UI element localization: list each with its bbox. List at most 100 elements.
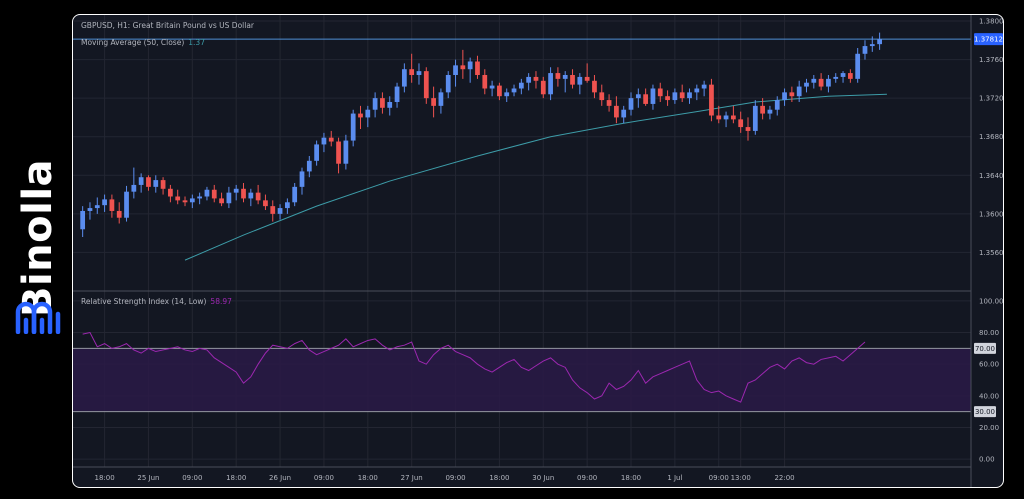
candle-body: [847, 73, 853, 79]
candle-body: [548, 73, 553, 95]
candle-body: [555, 73, 561, 79]
candle-body: [614, 105, 619, 118]
rsi-legend-value: 58.97: [210, 297, 232, 306]
price-tick-label: 1.37600: [979, 56, 1003, 64]
x-tick-label: 13:00: [731, 474, 751, 482]
candle-body: [263, 200, 268, 207]
candle-body: [562, 75, 568, 79]
candle-body: [124, 191, 129, 218]
candle-body: [811, 78, 817, 83]
x-tick-label: 09:00: [314, 474, 334, 482]
moving-average-line: [184, 93, 887, 261]
candle-body: [804, 82, 809, 87]
x-tick-label: 18:00: [489, 474, 509, 482]
candle-body: [497, 85, 502, 97]
rsi-tick-label: 80.00: [979, 329, 999, 337]
candle-body: [394, 86, 400, 102]
candle-body: [80, 210, 86, 230]
x-tick-label: 25 Jun: [137, 474, 159, 482]
current-price-label: 1.37812: [974, 36, 1003, 44]
candle-body: [292, 186, 298, 203]
candle-body: [197, 196, 203, 199]
x-tick-label: 18:00: [358, 474, 378, 482]
candle-body: [131, 184, 137, 192]
candle-body: [584, 76, 590, 81]
candle-body: [650, 88, 656, 104]
candle-body: [241, 188, 246, 199]
candle-body: [189, 198, 195, 203]
rsi-legend: Relative Strength Index (14, Low) 58.97: [81, 297, 232, 306]
candle-body: [577, 76, 583, 85]
candle-body: [511, 88, 517, 93]
candle-body: [818, 78, 824, 87]
candle-body: [138, 177, 144, 185]
candle-body: [877, 39, 882, 45]
candle-body: [358, 113, 363, 118]
candle-body: [116, 210, 122, 218]
rsi-legend-label: Relative Strength Index (14, Low): [81, 297, 207, 306]
x-tick-label: 26 Jun: [269, 474, 291, 482]
candle-body: [336, 141, 341, 164]
candle-body: [731, 115, 736, 120]
price-tick-label: 1.36400: [979, 172, 1003, 180]
candle-body: [328, 137, 334, 142]
candle-body: [489, 85, 495, 89]
candle-body: [840, 73, 846, 77]
x-tick-label: 09:00: [182, 474, 202, 482]
candle-body: [204, 189, 210, 197]
rsi-tick-label: 60.00: [979, 361, 999, 369]
rsi-upper-label: 70.00: [975, 345, 995, 353]
rsi-tick-label: 40.00: [979, 392, 999, 400]
candle-body: [716, 115, 722, 120]
candle-body: [365, 109, 371, 118]
candle-body: [657, 88, 663, 97]
candle-body: [621, 109, 627, 118]
x-tick-label: 09:00: [577, 474, 597, 482]
candle-body: [168, 188, 173, 197]
rsi-tick-label: 100.00: [979, 297, 1003, 305]
candle-body: [350, 113, 356, 141]
candle-body: [599, 92, 605, 101]
x-tick-label: 09:00: [709, 474, 729, 482]
candle-body: [672, 92, 678, 101]
candle-body: [109, 199, 115, 211]
x-tick-label: 09:00: [445, 474, 465, 482]
candle-body: [526, 76, 532, 83]
candle-body: [606, 100, 612, 106]
candle-body: [182, 200, 188, 203]
candle-body: [233, 188, 239, 193]
candle-body: [270, 206, 276, 214]
candle-body: [445, 75, 451, 93]
price-tick-label: 1.37200: [979, 95, 1003, 103]
current-price-box: [974, 33, 1003, 46]
candle-body: [285, 202, 290, 209]
candle-body: [299, 171, 305, 187]
chart-panel: 18:00 25 Jun 09:00 18:00 26 Jun 09:00 18:00 27 …: [72, 14, 1004, 488]
rsi-tick-label: 20.00: [979, 424, 999, 432]
candle-body: [745, 127, 751, 131]
candle-body: [94, 205, 100, 209]
candle-body: [431, 98, 436, 106]
x-tick-label: 18:00: [226, 474, 246, 482]
candle-body: [833, 76, 839, 79]
candle-body: [760, 105, 765, 114]
candle-body: [665, 96, 670, 101]
candle-body: [687, 92, 692, 99]
x-tick-label: 18:00: [621, 474, 641, 482]
candle-body: [401, 69, 407, 87]
chart-canvas: 18:00 25 Jun 09:00 18:00 26 Jun 09:00 18:00 27 …: [73, 15, 1003, 487]
candle-body: [570, 75, 575, 85]
candle-body: [518, 82, 524, 89]
candle-body: [869, 44, 875, 47]
candle-body: [226, 192, 232, 204]
candle-body: [635, 94, 641, 99]
candle-body: [248, 192, 254, 199]
candle-body: [628, 98, 634, 110]
x-tick-label: 30 Jun: [532, 474, 554, 482]
candle-body: [255, 192, 261, 201]
candle-body: [211, 189, 217, 199]
candle-body: [306, 160, 312, 172]
rsi-upper-box: [974, 342, 996, 354]
candle-body: [701, 84, 707, 89]
candle-body: [160, 180, 166, 189]
